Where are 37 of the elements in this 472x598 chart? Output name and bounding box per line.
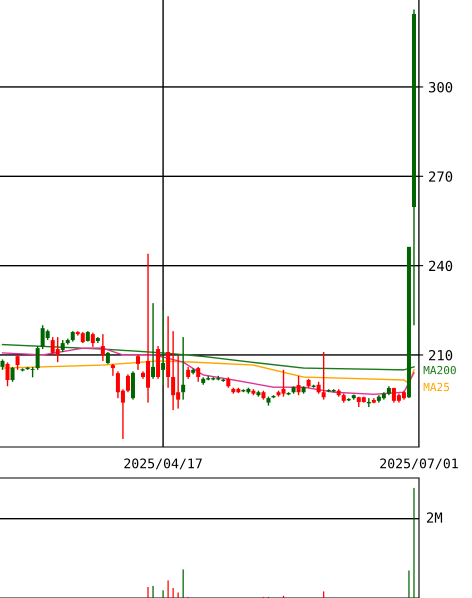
series-label: MA200: [424, 366, 456, 374]
candlestick: [36, 345, 40, 371]
candlestick: [106, 351, 110, 365]
candlestick: [6, 362, 10, 387]
candlestick: [316, 381, 321, 394]
candlestick: [151, 302, 156, 380]
candlestick: [322, 351, 326, 400]
candlestick: [186, 366, 190, 380]
line-series: [2, 347, 415, 395]
candlestick: [226, 376, 230, 388]
line-series: [2, 360, 415, 384]
candlestick: [366, 397, 372, 408]
candlestick: [86, 330, 90, 342]
y-tick-label: 240: [429, 260, 452, 272]
candlestick: [296, 375, 301, 396]
y-tick-label: 210: [429, 350, 452, 360]
candlestick: [110, 363, 115, 377]
candlestick: [181, 336, 186, 400]
x-tick-label: 2025/04/17: [124, 458, 202, 470]
candlestick: [196, 366, 200, 382]
line-series: [2, 344, 415, 371]
candlestick: [70, 330, 75, 342]
y-tick-label: 270: [429, 171, 452, 182]
candlestick: [136, 354, 140, 371]
candlestick: [0, 358, 5, 371]
candlestick: [30, 366, 35, 378]
series-label: MA25: [424, 382, 450, 392]
candlestick: [90, 332, 95, 348]
x-tick-label: 2025/07/01: [380, 458, 458, 470]
candlestick: [100, 333, 105, 362]
candlestick: [60, 339, 65, 353]
candlestick: [10, 366, 15, 382]
ref-line-label: 2M: [426, 512, 442, 523]
candlestick: [126, 374, 130, 393]
candlestick: [161, 310, 166, 386]
y-tick-label: 300: [428, 82, 452, 92]
candlestick: [16, 354, 20, 371]
